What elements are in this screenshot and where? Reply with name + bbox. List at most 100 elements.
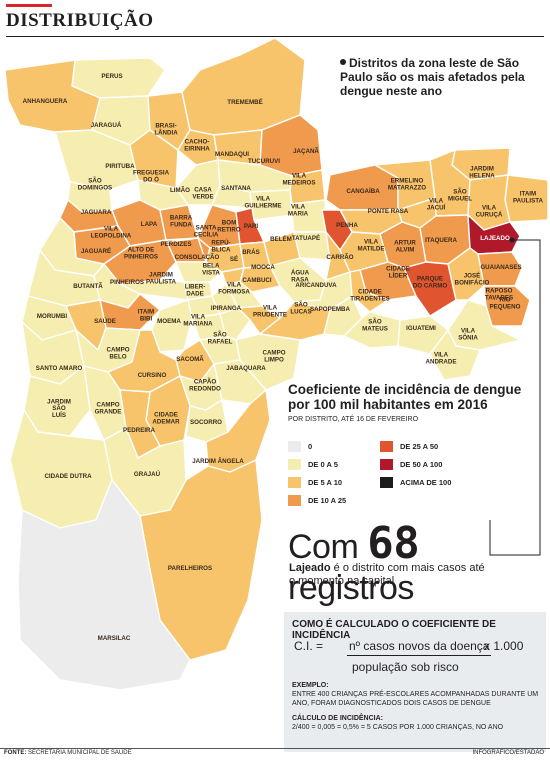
legend-swatch (380, 458, 393, 470)
legend-label: DE 25 A 50 (400, 441, 439, 451)
example-title: EXEMPLO: (292, 682, 329, 689)
district-label: CONSOLAÇÃO (175, 254, 220, 261)
district-jardim-paulista (119, 279, 189, 301)
district-label: CAMBUCI (242, 277, 271, 284)
district-label: SANTA CECÍLIA (194, 225, 219, 239)
district-label: SAPOPEMBA (310, 306, 350, 313)
district-consolacao (175, 261, 223, 283)
district-label: SACOMÃ (176, 356, 204, 363)
district-label: CASA VERDE (192, 187, 213, 201)
map-note: Distritos da zona leste de São Paulo são… (340, 56, 530, 98)
district-label: CIDADE TIRADENTES (350, 289, 390, 303)
district-label: CAMPO BELO (106, 347, 129, 361)
callout-dot (509, 237, 515, 243)
district-label: CACHO-EIRINHA (184, 139, 210, 153)
credit-line: INFOGRÁFICO/ESTADÃO (472, 750, 544, 756)
district-label: LAJEADO (480, 235, 510, 242)
district-label: REPÚ-BLICA (211, 240, 231, 254)
calc-example-text: 2/400 = 0,005 = 0,5% = 5 CASOS POR 1.000… (292, 724, 504, 731)
source-line: FONTE: SECRETARIA MUNICIPAL DE SAÚDE (4, 750, 132, 756)
legend-swatch (380, 440, 393, 452)
district-label: SÃO MIGUEL (448, 189, 472, 203)
district-label: JARDIM ÂNGELA (192, 458, 244, 465)
district-label: FREGUESIA DO Ó (133, 170, 170, 184)
legend-item: DE 25 A 50 (380, 440, 438, 452)
district-label: MOOCA (251, 264, 275, 271)
formula-numerator: nº casos novos da doença (347, 639, 492, 656)
legend-swatch (288, 476, 301, 488)
district-label: SOCORRO (190, 419, 222, 426)
bullet-icon (340, 59, 346, 65)
legend: Coeficiente de incidência de dengue por … (288, 382, 546, 506)
district-label: VILA FORMOSA (218, 282, 250, 296)
district-label: JARDIM HELENA (469, 166, 495, 180)
district-sapopemba (323, 295, 363, 337)
source-text: SECRETARIA MUNICIPAL DE SAÚDE (28, 750, 132, 756)
district-label: PIRITUBA (105, 163, 135, 170)
headline-count: Com 68 registros (288, 518, 550, 608)
district-label: ALTO DE PINHEIROS (124, 247, 158, 261)
district-ipiranga (219, 307, 251, 341)
note-text: Distritos da zona leste de São Paulo são… (340, 56, 525, 98)
legend-item: DE 50 A 100 (380, 458, 442, 470)
district-label: SÃO RAFAEL (208, 332, 233, 346)
legend-label: ACIMA DE 100 (400, 477, 452, 487)
district-label: CARRÃO (326, 254, 353, 261)
district-label: ITAIM PAULISTA (513, 191, 544, 205)
district-label: BELÉM (270, 235, 292, 243)
district-iguatemi (397, 315, 449, 355)
district-label: VILA MATILDE (357, 239, 384, 253)
headline-suffix: registros (288, 569, 414, 607)
formula: C.I. = nº casos novos da doença x 1.000 … (294, 639, 544, 674)
legend-title: Coeficiente de incidência de dengue por … (288, 382, 522, 412)
district-label: JARDIM PAULISTA (146, 272, 177, 286)
district-label: BELA VISTA (202, 263, 220, 277)
legend-label: DE 50 A 100 (400, 459, 443, 469)
district-freguesia-do-o (129, 129, 179, 189)
callout-line (489, 239, 541, 556)
district-label: TATUAPÉ (292, 234, 320, 242)
district-label: VILA MARIA (288, 204, 309, 218)
footer-divider (0, 748, 550, 749)
district-label: CIDADE ADEMAR (152, 412, 180, 426)
legend-item: DE 10 A 25 (288, 494, 346, 506)
district-label: PINHEIROS (110, 279, 144, 286)
legend-label: DE 5 A 10 (308, 477, 343, 487)
highlight-text: é o distrito com mais casos até o moment… (289, 562, 485, 587)
district-label: VILA SÔNIA (458, 328, 478, 342)
district-label: JARAGUÁ (91, 122, 122, 129)
legend-swatch (380, 476, 393, 488)
district-label: PARQUE DO CARMO (413, 276, 448, 290)
district-label: MANDAQUI (215, 151, 249, 158)
district-label: RIO PEQUENO (490, 297, 521, 311)
legend-label: DE 10 A 25 (308, 495, 347, 505)
district-label: CIDADE LÍDER (386, 266, 410, 280)
district-label: ERMELINO MATARAZZO (388, 178, 426, 192)
district-vila-andrade (429, 329, 481, 381)
district-label: VILA CURUÇÁ (476, 205, 503, 219)
district-label: IGUATEMI (406, 325, 436, 332)
district-label: RAPOSO TAVARES (485, 288, 513, 302)
district-label: LAPA (141, 221, 158, 228)
district-label: CAMPO LIMPO (262, 350, 285, 364)
district-label: SAÚDE (94, 318, 116, 325)
example-text: ENTRE 400 CRIANÇAS PRÉ-ESCOLARES ACOMPAN… (292, 691, 539, 707)
formula-multiplier: x 1.000 (484, 639, 524, 653)
legend-subtitle: POR DISTRITO, ATÉ 16 DE FEVEREIRO (288, 416, 419, 423)
district-pari (235, 207, 265, 245)
district-label: JOSÉ BONIFÁCIO (455, 272, 490, 287)
legend-item: ACIMA DE 100 (380, 476, 451, 488)
district-label: PARI (244, 223, 259, 230)
district-label: MORUMBI (37, 313, 68, 320)
district-labels: PERUS ANHANGUERA JARAGUÁ BRASI-LÂNDIA TREMEM… (23, 73, 544, 642)
district-label: TREMEMBÉ (227, 98, 262, 106)
district-label: PERUS (101, 73, 122, 80)
legend-swatch (288, 494, 301, 506)
district-label: SÃO MATEUS (362, 319, 388, 333)
headline-number: 68 (367, 518, 420, 569)
district-label: ARTUR ALVIM (394, 240, 416, 254)
district-label: GRAJAÚ (134, 471, 161, 478)
legend-item: 0 (288, 440, 312, 452)
district-marsilac (17, 479, 191, 691)
